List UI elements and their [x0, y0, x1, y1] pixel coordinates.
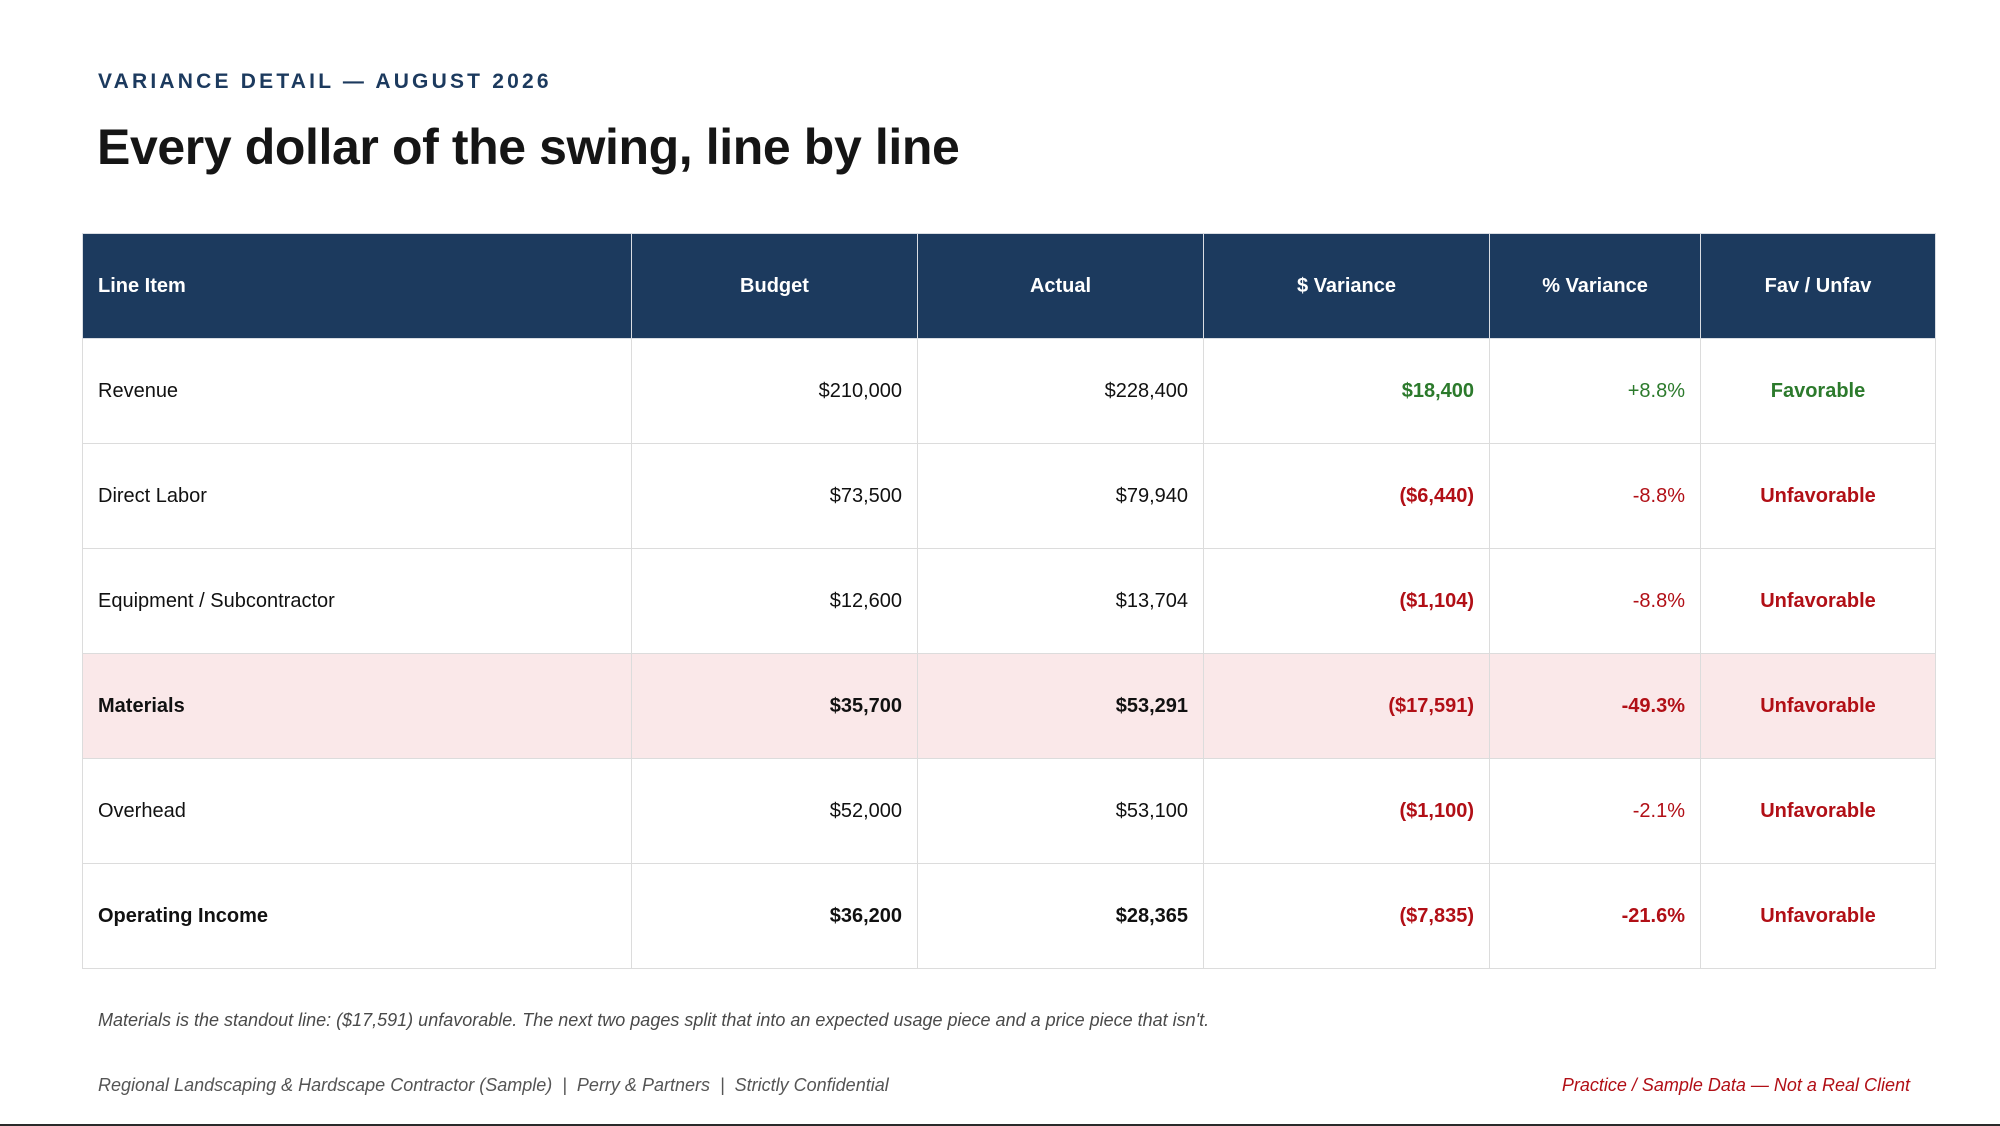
column-header-line-item: Line Item	[82, 233, 632, 339]
line-item-cell: Overhead	[82, 758, 632, 864]
table-footnote: Materials is the standout line: ($17,591…	[98, 1010, 1210, 1030]
dollar-variance-cell: ($1,104)	[1203, 548, 1490, 654]
column-header-actual: Actual	[917, 233, 1204, 339]
fav-unfav-cell: Unfavorable	[1700, 443, 1936, 549]
pct-variance-cell: +8.8%	[1489, 338, 1701, 444]
fav-unfav-cell: Favorable	[1700, 338, 1936, 444]
variance-table: Line Item Budget Actual $ Variance % Var…	[82, 233, 1936, 969]
fav-unfav-cell: Unfavorable	[1700, 863, 1936, 969]
table-header-row: Line Item Budget Actual $ Variance % Var…	[82, 233, 1936, 339]
pct-variance-cell: -8.8%	[1489, 443, 1701, 549]
actual-cell: $28,365	[917, 863, 1204, 969]
footer-disclaimer: Practice / Sample Data — Not a Real Clie…	[1561, 1075, 1910, 1095]
budget-cell: $210,000	[631, 338, 918, 444]
pct-variance-cell: -49.3%	[1489, 653, 1701, 759]
table-row-total: Operating Income $36,200 $28,365 ($7,835…	[82, 863, 1936, 969]
line-item-cell: Operating Income	[82, 863, 632, 969]
pct-variance-cell: -8.8%	[1489, 548, 1701, 654]
fav-unfav-cell: Unfavorable	[1700, 758, 1936, 864]
line-item-cell: Materials	[82, 653, 632, 759]
budget-cell: $12,600	[631, 548, 918, 654]
fav-unfav-cell: Unfavorable	[1700, 548, 1936, 654]
actual-cell: $79,940	[917, 443, 1204, 549]
line-item-cell: Revenue	[82, 338, 632, 444]
budget-cell: $73,500	[631, 443, 918, 549]
section-eyebrow: VARIANCE DETAIL — AUGUST 2026	[98, 70, 552, 93]
table-row: Revenue $210,000 $228,400 $18,400 +8.8% …	[82, 338, 1936, 444]
table-row: Overhead $52,000 $53,100 ($1,100) -2.1% …	[82, 758, 1936, 864]
line-item-cell: Direct Labor	[82, 443, 632, 549]
footer-attribution: Regional Landscaping & Hardscape Contrac…	[98, 1075, 889, 1095]
column-header-pct-variance: % Variance	[1489, 233, 1701, 339]
dollar-variance-cell: ($7,835)	[1203, 863, 1490, 969]
table-row-highlighted: Materials $35,700 $53,291 ($17,591) -49.…	[82, 653, 1936, 759]
column-header-budget: Budget	[631, 233, 918, 339]
budget-cell: $36,200	[631, 863, 918, 969]
budget-cell: $35,700	[631, 653, 918, 759]
dollar-variance-cell: ($6,440)	[1203, 443, 1490, 549]
page-title: Every dollar of the swing, line by line	[97, 119, 960, 175]
table-row: Equipment / Subcontractor $12,600 $13,70…	[82, 548, 1936, 654]
table-row: Direct Labor $73,500 $79,940 ($6,440) -8…	[82, 443, 1936, 549]
budget-cell: $52,000	[631, 758, 918, 864]
bottom-divider	[0, 1124, 2000, 1126]
actual-cell: $228,400	[917, 338, 1204, 444]
column-header-fav-unfav: Fav / Unfav	[1700, 233, 1936, 339]
column-header-dollar-variance: $ Variance	[1203, 233, 1490, 339]
actual-cell: $13,704	[917, 548, 1204, 654]
dollar-variance-cell: ($1,100)	[1203, 758, 1490, 864]
fav-unfav-cell: Unfavorable	[1700, 653, 1936, 759]
actual-cell: $53,100	[917, 758, 1204, 864]
line-item-cell: Equipment / Subcontractor	[82, 548, 632, 654]
actual-cell: $53,291	[917, 653, 1204, 759]
dollar-variance-cell: ($17,591)	[1203, 653, 1490, 759]
pct-variance-cell: -21.6%	[1489, 863, 1701, 969]
dollar-variance-cell: $18,400	[1203, 338, 1490, 444]
pct-variance-cell: -2.1%	[1489, 758, 1701, 864]
